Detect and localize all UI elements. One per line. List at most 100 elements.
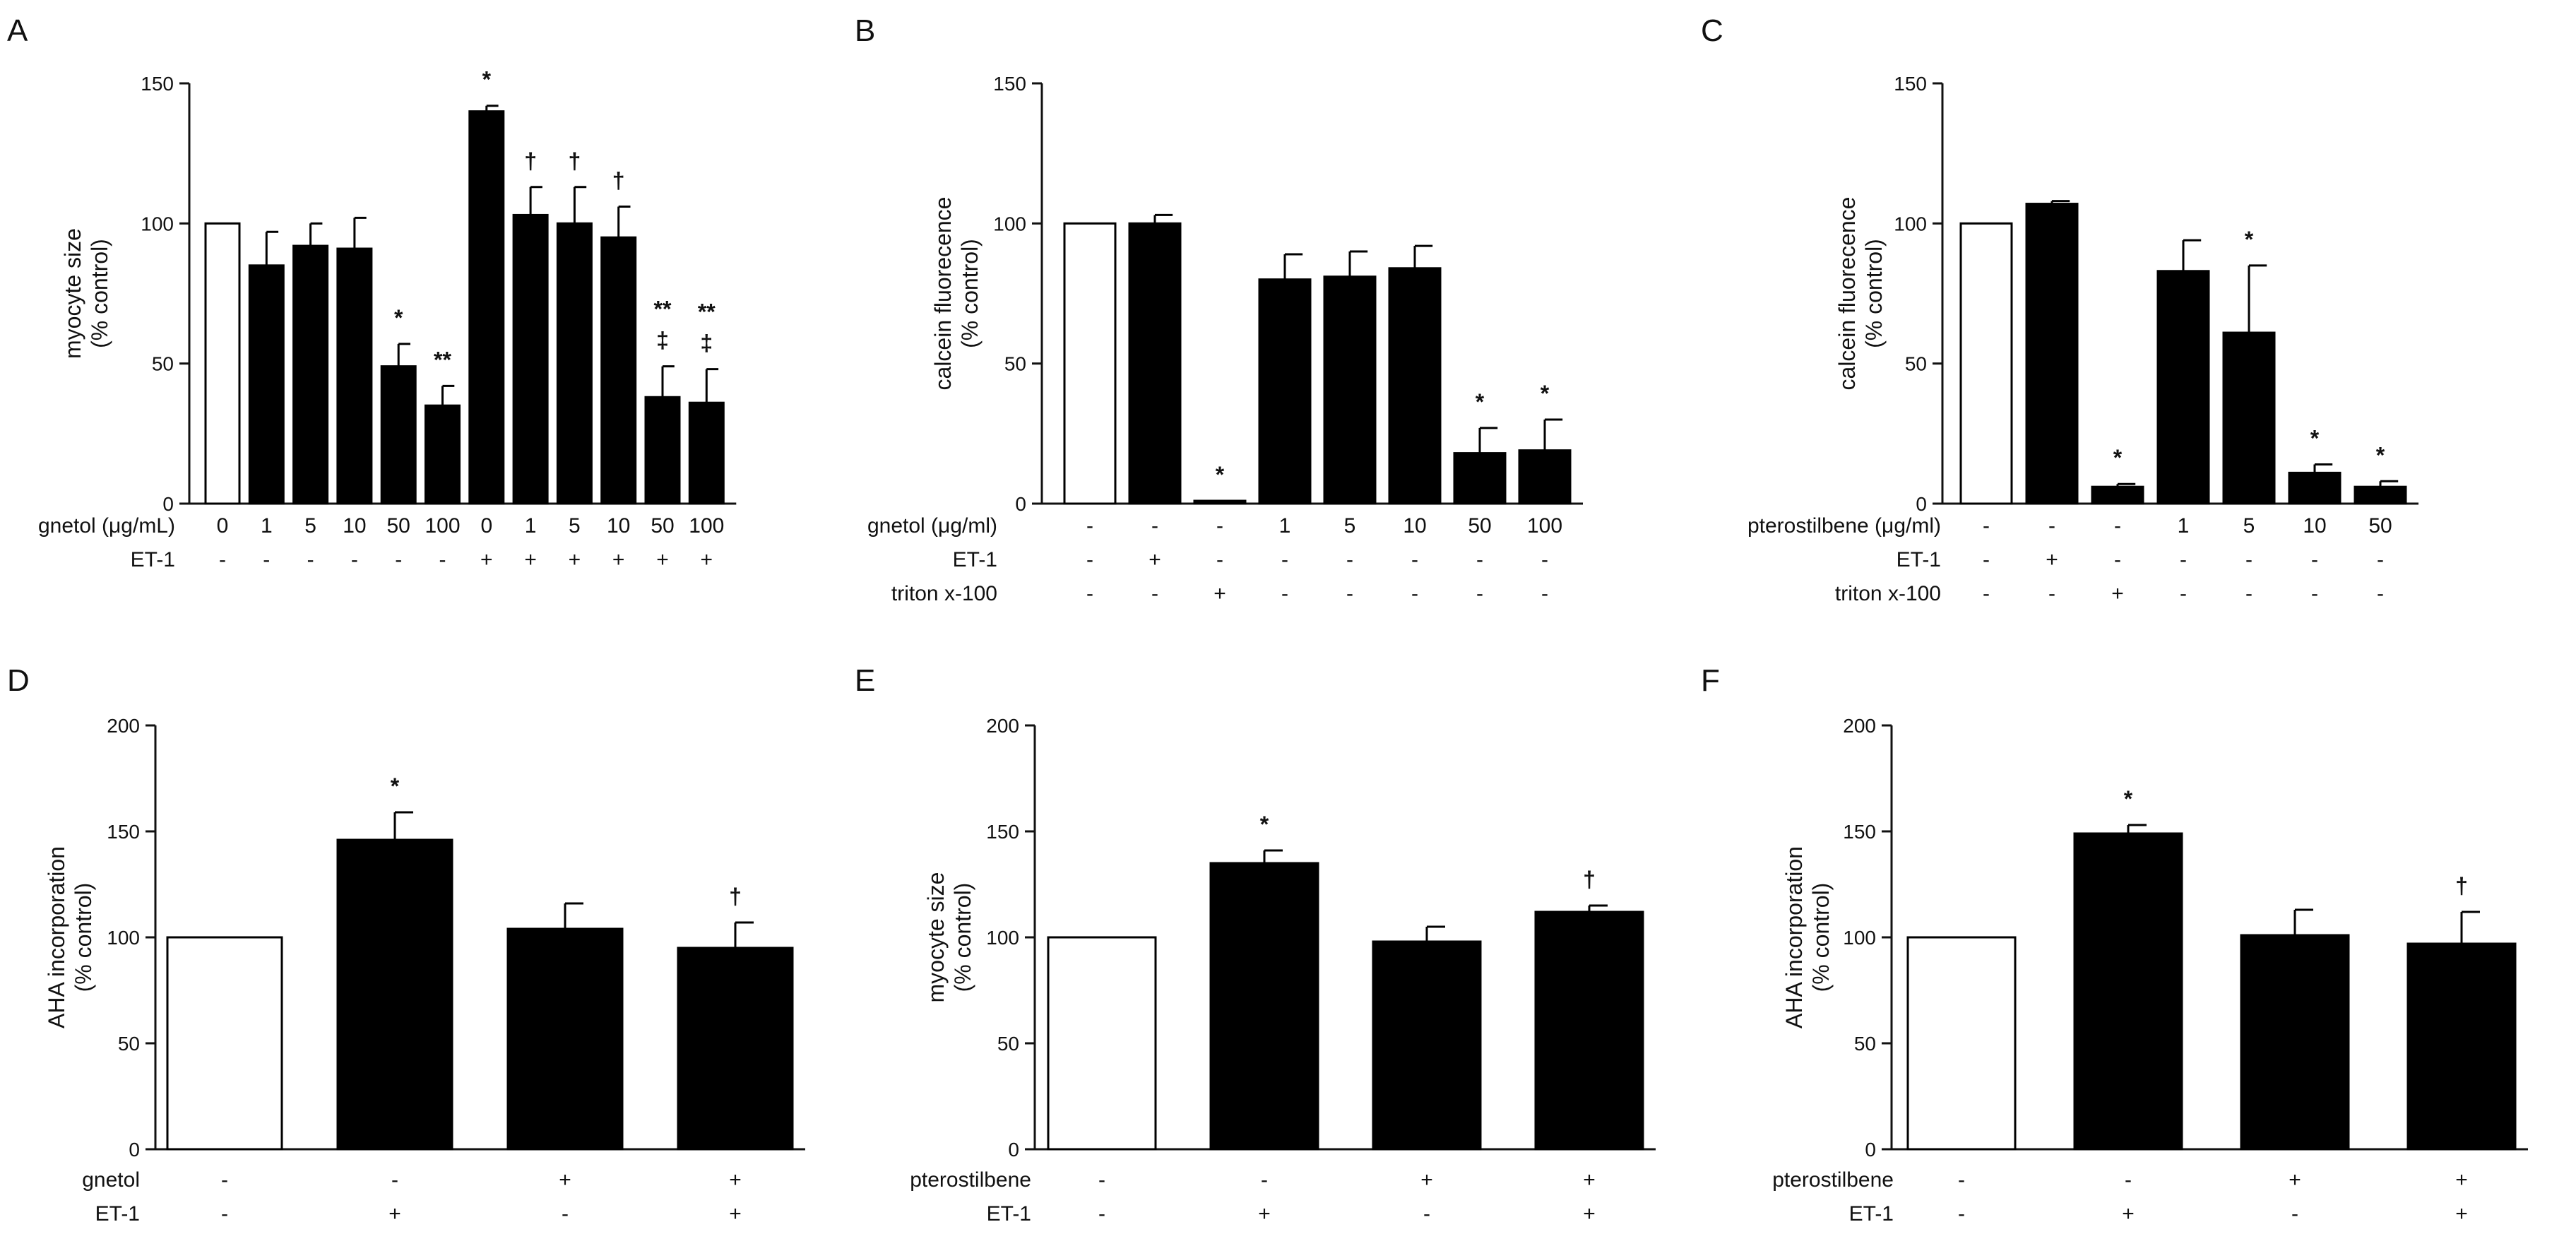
condition-row-label-f-1: ET-1 — [1849, 1202, 1894, 1226]
condition-cell-a-1-8: + — [569, 548, 581, 571]
bar-a-7 — [512, 213, 549, 505]
bar-c-4 — [2222, 331, 2276, 505]
y-tick-label-e-4: 200 — [986, 715, 1019, 737]
condition-cell-e-0-0: - — [1098, 1168, 1105, 1192]
significance-mark-f-1-0: * — [2124, 786, 2133, 812]
condition-cell-a-1-10: + — [656, 548, 669, 571]
condition-cell-b-1-7: - — [1541, 548, 1548, 571]
bar-a-6 — [468, 110, 505, 505]
condition-cell-a-0-9: 10 — [607, 514, 630, 538]
condition-cell-b-2-4: - — [1346, 582, 1353, 605]
bar-b-2 — [1193, 499, 1247, 505]
panel-letter-a: A — [7, 13, 28, 48]
y-axis-label-d: AHA incorporation(% control) — [44, 846, 96, 1028]
condition-cell-a-0-7: 1 — [525, 514, 537, 538]
condition-cell-e-1-2: - — [1423, 1202, 1430, 1226]
condition-cell-c-0-3: 1 — [2178, 514, 2190, 538]
significance-mark-a-6-0: * — [482, 67, 492, 93]
significance-mark-d-3-0: † — [729, 884, 742, 909]
condition-cell-f-0-0: - — [1958, 1168, 1965, 1192]
condition-cell-a-1-11: + — [701, 548, 713, 571]
y-tick-label-c-3: 150 — [1894, 73, 1927, 95]
bar-a-0 — [204, 222, 241, 505]
condition-cell-c-0-0: - — [1983, 514, 1990, 538]
condition-row-label-a-1: ET-1 — [131, 548, 175, 571]
significance-mark-b-2-0: * — [1216, 462, 1225, 487]
significance-mark-a-9-0: † — [612, 168, 625, 194]
bar-f-1 — [2073, 832, 2183, 1151]
condition-row-label-a-0: gnetol (μg/mL) — [38, 514, 175, 538]
condition-cell-b-0-1: - — [1151, 514, 1158, 538]
panel-letter-b: B — [855, 13, 875, 48]
condition-cell-c-0-6: 50 — [2368, 514, 2392, 538]
significance-mark-a-8-0: † — [569, 148, 581, 174]
condition-cell-a-1-3: - — [351, 548, 358, 571]
y-tick-label-f-4: 200 — [1843, 715, 1876, 737]
condition-cell-c-1-1: + — [2046, 548, 2058, 571]
condition-cell-c-0-5: 10 — [2303, 514, 2326, 538]
condition-cell-c-2-2: + — [2111, 582, 2124, 605]
y-tick-label-c-0: 0 — [1916, 493, 1927, 515]
condition-cell-c-1-5: - — [2311, 548, 2318, 571]
condition-cell-d-1-1: + — [388, 1202, 401, 1226]
condition-cell-d-1-2: - — [562, 1202, 569, 1226]
condition-cell-b-0-7: 100 — [1527, 514, 1562, 538]
bar-a-8 — [556, 222, 593, 505]
bar-b-5 — [1388, 267, 1442, 505]
bar-b-1 — [1128, 222, 1182, 505]
condition-row-label-f-0: pterostilbene — [1772, 1168, 1894, 1192]
significance-mark-c-4-0: * — [2245, 227, 2254, 252]
condition-cell-b-1-2: - — [1216, 548, 1223, 571]
condition-cell-e-1-1: + — [1258, 1202, 1271, 1226]
y-tick-label-c-1: 50 — [1905, 353, 1927, 375]
bar-b-4 — [1323, 275, 1377, 505]
condition-cell-c-1-2: - — [2114, 548, 2121, 571]
y-tick-label-e-2: 100 — [986, 927, 1019, 949]
significance-mark-a-4-0: * — [394, 305, 403, 331]
condition-cell-f-1-2: - — [2291, 1202, 2298, 1226]
bar-b-7 — [1518, 449, 1572, 505]
panel-letter-c: C — [1701, 13, 1723, 48]
bar-e-0 — [1047, 936, 1157, 1151]
bar-e-3 — [1534, 910, 1644, 1151]
y-tick-label-b-3: 150 — [993, 73, 1026, 95]
condition-row-label-e-0: pterostilbene — [910, 1168, 1031, 1192]
condition-cell-f-1-0: - — [1958, 1202, 1965, 1226]
y-tick-label-e-0: 0 — [1008, 1139, 1019, 1161]
y-tick-label-b-2: 100 — [993, 213, 1026, 235]
significance-mark-a-7-0: † — [524, 148, 537, 174]
bar-a-10 — [644, 396, 681, 505]
condition-cell-a-0-6: 0 — [480, 514, 492, 538]
bar-d-2 — [506, 927, 624, 1151]
y-tick-label-e-3: 150 — [986, 821, 1019, 843]
significance-mark-a-10-0: ** — [654, 297, 672, 322]
condition-cell-a-1-7: + — [524, 548, 537, 571]
significance-mark-c-5-0: * — [2310, 425, 2320, 451]
condition-cell-c-1-0: - — [1983, 548, 1990, 571]
condition-cell-a-1-1: - — [263, 548, 270, 571]
condition-cell-c-2-3: - — [2180, 582, 2187, 605]
condition-cell-f-0-1: - — [2125, 1168, 2132, 1192]
y-axis-label-c: calcein fluorecence(% control) — [1834, 197, 1887, 391]
condition-cell-b-2-7: - — [1541, 582, 1548, 605]
condition-cell-a-1-5: - — [439, 548, 446, 571]
y-tick-label-d-1: 50 — [118, 1033, 140, 1055]
condition-cell-e-0-3: + — [1583, 1168, 1596, 1192]
y-tick-label-a-0: 0 — [162, 493, 174, 515]
bar-d-3 — [677, 947, 794, 1151]
bar-b-3 — [1258, 278, 1312, 505]
condition-cell-e-0-2: + — [1420, 1168, 1433, 1192]
condition-cell-a-0-0: 0 — [217, 514, 229, 538]
condition-cell-b-0-0: - — [1086, 514, 1093, 538]
y-axis-label-a: myocyte size(% control) — [60, 228, 112, 359]
bar-a-3 — [336, 247, 373, 505]
condition-cell-e-1-3: + — [1583, 1202, 1596, 1226]
panel-letter-f: F — [1701, 663, 1720, 698]
condition-cell-a-0-3: 10 — [343, 514, 366, 538]
bar-f-0 — [1906, 936, 2017, 1151]
condition-cell-a-1-4: - — [395, 548, 402, 571]
condition-cell-a-0-4: 50 — [387, 514, 410, 538]
significance-mark-e-3-0: † — [1583, 867, 1596, 892]
